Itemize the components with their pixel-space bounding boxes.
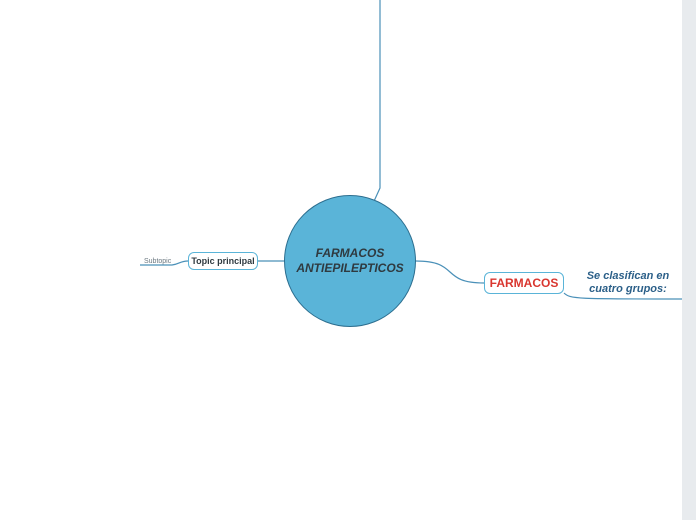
topic-principal-label: Topic principal bbox=[191, 256, 254, 266]
center-node-label: FARMACOS ANTIEPILEPTICOS bbox=[285, 246, 415, 276]
mindmap-canvas: FARMACOS ANTIEPILEPTICOS Topic principal… bbox=[0, 0, 696, 520]
clasifican-node[interactable]: Se clasifican en cuatro grupos: bbox=[578, 270, 678, 295]
clasifican-line1: Se clasifican en bbox=[587, 270, 670, 283]
subtopic-label: Subtopic bbox=[144, 258, 171, 265]
right-gutter bbox=[682, 0, 696, 520]
farmacos-node[interactable]: FARMACOS bbox=[484, 272, 564, 294]
farmacos-label: FARMACOS bbox=[490, 276, 559, 290]
center-node[interactable]: FARMACOS ANTIEPILEPTICOS bbox=[284, 195, 416, 327]
clasifican-line2: cuatro grupos: bbox=[587, 283, 670, 296]
subtopic-node[interactable]: Subtopic bbox=[144, 258, 171, 265]
topic-principal-node[interactable]: Topic principal bbox=[188, 252, 258, 270]
